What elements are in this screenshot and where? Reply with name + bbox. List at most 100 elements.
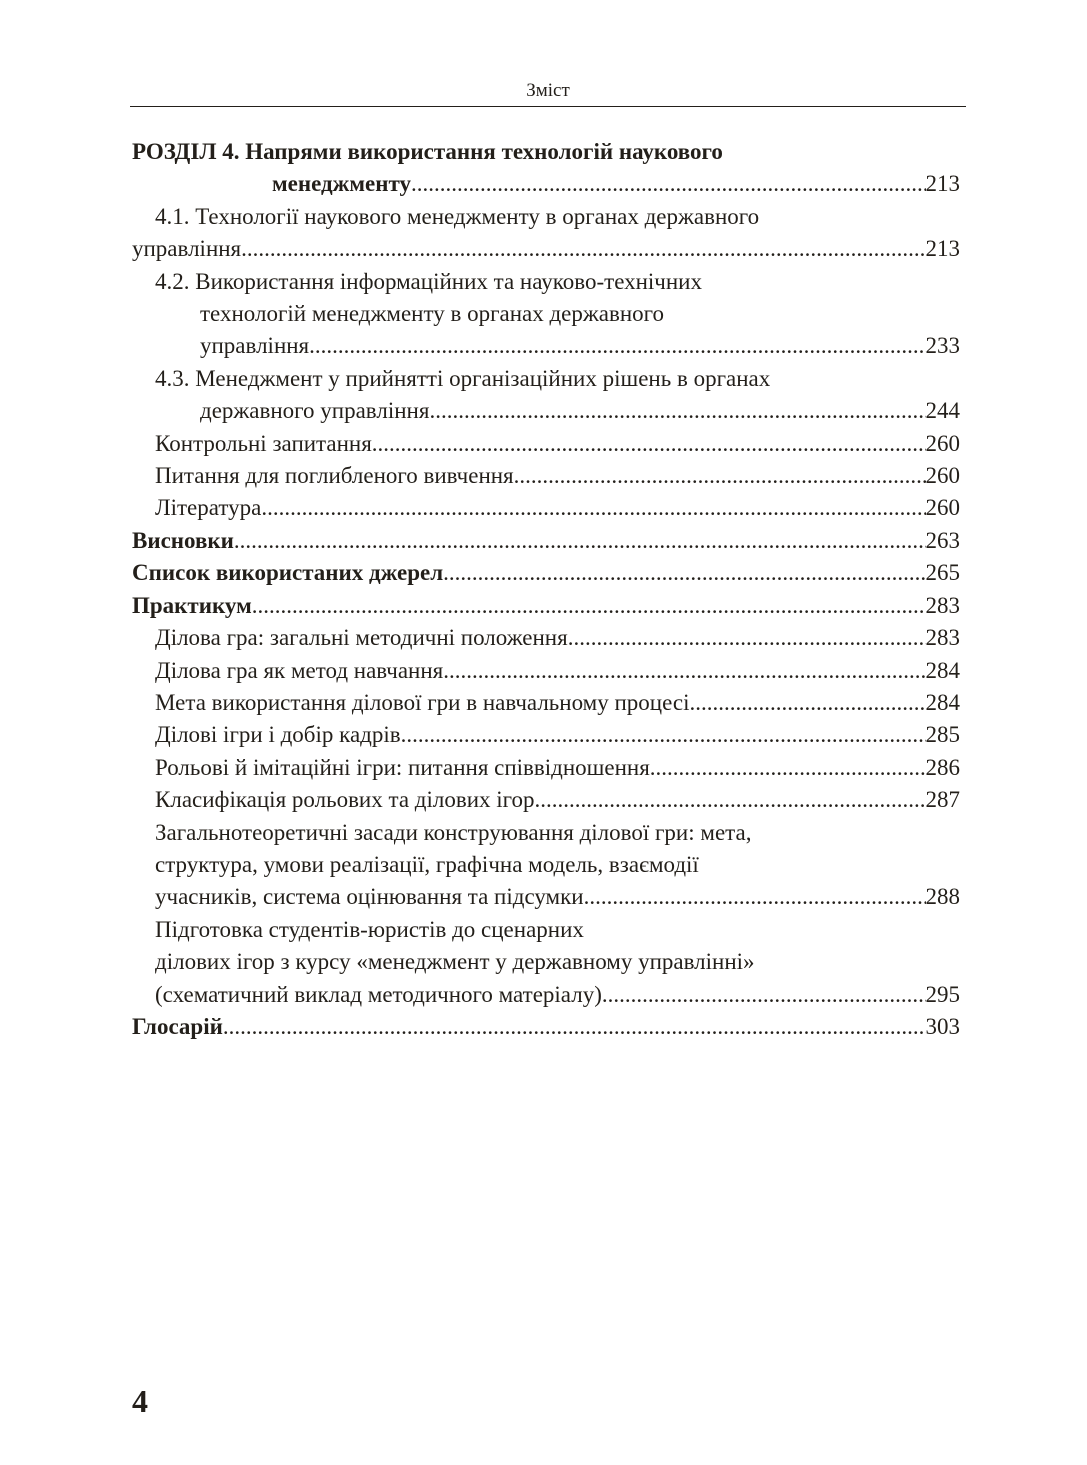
toc-entry[interactable]: Загальнотеоретичні засади конструювання …: [132, 817, 960, 914]
toc-line: управління 233: [132, 330, 960, 362]
dot-leader: [234, 525, 926, 557]
toc-page-number: 283: [925, 592, 961, 618]
toc-entry-title: менеджменту: [272, 171, 411, 197]
toc-page-number: 287: [925, 787, 961, 813]
dot-leader: [602, 979, 926, 1011]
toc-entry[interactable]: Питання для поглибленого вивчення 260: [132, 460, 960, 492]
toc-line: Ділова гра: загальні методичні положення…: [132, 622, 960, 654]
toc-line: ділових ігор з курсу «менеджмент у держа…: [132, 946, 960, 978]
toc-entry-title: Практикум: [132, 592, 252, 618]
toc-line: Мета використання ділової гри в навчальн…: [132, 687, 960, 719]
dot-leader: [535, 784, 926, 816]
toc-line: Питання для поглибленого вивчення 260: [132, 460, 960, 492]
toc-entry-title: Класифікація рольових та ділових ігор: [155, 787, 535, 813]
toc-page-number: 260: [925, 463, 961, 489]
toc-entry[interactable]: Література 260: [132, 492, 960, 524]
toc-line: Глосарій 303: [132, 1011, 960, 1043]
toc-entry-title: технологій менеджменту в органах державн…: [200, 301, 665, 327]
toc-entry-title: учасників, система оцінювання та підсумк…: [155, 884, 584, 910]
toc-entry[interactable]: Глосарій 303: [132, 1011, 960, 1043]
toc-entry[interactable]: Мета використання ділової гри в навчальн…: [132, 687, 960, 719]
dot-leader: [443, 655, 925, 687]
toc-entry[interactable]: 4.3. Менеджмент у прийнятті організаційн…: [132, 363, 960, 428]
toc-page-number: 285: [925, 722, 961, 748]
toc-entry-title: РОЗДІЛ 4. Напрями використання технологі…: [132, 139, 723, 164]
toc-page-number: 295: [925, 981, 961, 1007]
toc-entry[interactable]: Рольові й імітаційні ігри: питання співв…: [132, 752, 960, 784]
toc-entry-title: Список використаних джерел: [132, 560, 444, 586]
toc-line: 4.2. Використання інформаційних та науко…: [132, 266, 960, 298]
toc-entry-title: Ділові ігри і добір кадрів: [155, 722, 401, 748]
toc-entry[interactable]: Ділова гра: загальні методичні положення…: [132, 622, 960, 654]
dot-leader: [429, 395, 925, 427]
toc-page-number: 233: [925, 333, 961, 359]
toc-entry-title: управління: [132, 236, 242, 262]
toc-entry[interactable]: Висновки 263: [132, 525, 960, 557]
toc-entry-title: Література: [155, 495, 262, 521]
dot-leader: [650, 752, 926, 784]
toc-line: менеджменту 213: [132, 168, 960, 200]
dot-leader: [584, 881, 926, 913]
toc-page-number: 286: [925, 754, 961, 780]
toc-line: Класифікація рольових та ділових ігор 287: [132, 784, 960, 816]
toc-entry-title: Контрольні запитання: [155, 430, 372, 456]
toc-entry-title: Глосарій: [132, 1013, 223, 1039]
toc-entry-title: Рольові й імітаційні ігри: питання співв…: [155, 754, 650, 780]
toc-entry[interactable]: Практикум 283: [132, 590, 960, 622]
toc-entry[interactable]: Список використаних джерел 265: [132, 557, 960, 589]
toc-line: Контрольні запитання 260: [132, 428, 960, 460]
toc-line: РОЗДІЛ 4. Напрями використання технологі…: [132, 136, 960, 168]
toc-entry-title: державного управління: [200, 398, 430, 424]
toc-page-number: 283: [925, 625, 961, 651]
dot-leader: [514, 460, 926, 492]
toc-line: 4.1. Технології наукового менеджменту в …: [132, 201, 960, 233]
toc-page-number: 284: [925, 657, 961, 683]
toc-entry[interactable]: 4.2. Використання інформаційних та науко…: [132, 266, 960, 363]
toc-entry[interactable]: Ділові ігри і добір кадрів 285: [132, 719, 960, 751]
toc-entry[interactable]: Контрольні запитання 260: [132, 428, 960, 460]
toc-entry[interactable]: Підготовка студентів-юристів до сценарни…: [132, 914, 960, 1011]
dot-leader: [689, 687, 925, 719]
toc-line: структура, умови реалізації, графічна мо…: [132, 849, 960, 881]
toc-line: Література 260: [132, 492, 960, 524]
toc-entry-title: Підготовка студентів-юристів до сценарни…: [155, 916, 584, 942]
toc-entry[interactable]: Ділова гра як метод навчання 284: [132, 655, 960, 687]
toc-line: 4.3. Менеджмент у прийнятті організаційн…: [132, 363, 960, 395]
toc-entry-title: Питання для поглибленого вивчення: [155, 463, 514, 489]
toc-entry-title: Загальнотеоретичні засади конструювання …: [155, 819, 752, 845]
toc-line: Практикум 283: [132, 590, 960, 622]
table-of-contents: РОЗДІЛ 4. Напрями використання технологі…: [132, 136, 960, 1043]
toc-line: Висновки 263: [132, 525, 960, 557]
toc-entry-title: (схематичний виклад методичного матеріал…: [155, 981, 602, 1007]
running-head: Зміст: [526, 80, 570, 101]
toc-line: учасників, система оцінювання та підсумк…: [132, 881, 960, 913]
toc-entry-title: 4.2. Використання інформаційних та науко…: [155, 268, 702, 294]
toc-page-number: 303: [925, 1013, 961, 1039]
toc-page-number: 263: [925, 527, 961, 553]
toc-entry-title: Ділова гра як метод навчання: [155, 657, 444, 683]
toc-entry[interactable]: 4.1. Технології наукового менеджменту в …: [132, 201, 960, 266]
toc-line: (схематичний виклад методичного матеріал…: [132, 979, 960, 1011]
toc-line: Ділові ігри і добір кадрів 285: [132, 719, 960, 751]
header-rule: [130, 106, 966, 107]
dot-leader: [252, 590, 926, 622]
toc-line: Загальнотеоретичні засади конструювання …: [132, 817, 960, 849]
toc-entry[interactable]: Класифікація рольових та ділових ігор 287: [132, 784, 960, 816]
toc-page-number: 260: [925, 430, 961, 456]
dot-leader: [411, 168, 926, 200]
toc-entry[interactable]: РОЗДІЛ 4. Напрями використання технологі…: [132, 136, 960, 201]
dot-leader: [261, 492, 925, 524]
toc-entry-title: 4.3. Менеджмент у прийнятті організаційн…: [155, 365, 771, 391]
toc-line: Ділова гра як метод навчання 284: [132, 655, 960, 687]
toc-page-number: 244: [925, 398, 961, 424]
toc-line: технологій менеджменту в органах державн…: [132, 298, 960, 330]
dot-leader: [223, 1011, 926, 1043]
toc-page-number: 288: [925, 884, 961, 910]
toc-page-number: 284: [925, 689, 961, 715]
dot-leader: [443, 557, 925, 589]
page-number: 4: [132, 1383, 148, 1419]
toc-line: Підготовка студентів-юристів до сценарни…: [132, 914, 960, 946]
toc-entry-title: ділових ігор з курсу «менеджмент у держа…: [155, 949, 755, 975]
toc-page-number: 213: [925, 171, 961, 197]
toc-entry-title: Висновки: [132, 527, 234, 553]
